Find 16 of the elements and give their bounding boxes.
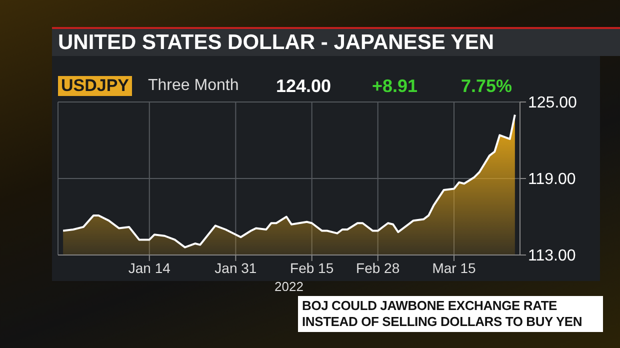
x-tick-label: Jan 31 [214, 260, 257, 276]
y-tick-label: 113.00 [528, 248, 576, 265]
x-tick-label: Jan 14 [128, 260, 171, 276]
text: Three Month [148, 76, 239, 96]
x-tick-label: Feb 15 [290, 260, 334, 276]
text: +8.91 [372, 75, 418, 97]
text: 124.00 [276, 75, 332, 97]
y-tick-label: 119.00 [528, 171, 576, 188]
text: 7.75% [461, 75, 512, 97]
y-tick-label: 125.00 [528, 94, 578, 112]
x-tick-label: Mar 15 [432, 260, 476, 276]
x-tick-label: Feb 28 [356, 260, 400, 276]
x-axis-title: 2022 [274, 279, 304, 294]
text: BOJ COULD JAWBONE EXCHANGE RATE INSTEAD OF SELLING DOLLARS TO BUY YEN [298, 296, 603, 332]
chart-title: UNITED STATES DOLLAR - JAPANESE YEN [52, 29, 620, 56]
chart-subtitle: USDJPY [58, 76, 132, 96]
